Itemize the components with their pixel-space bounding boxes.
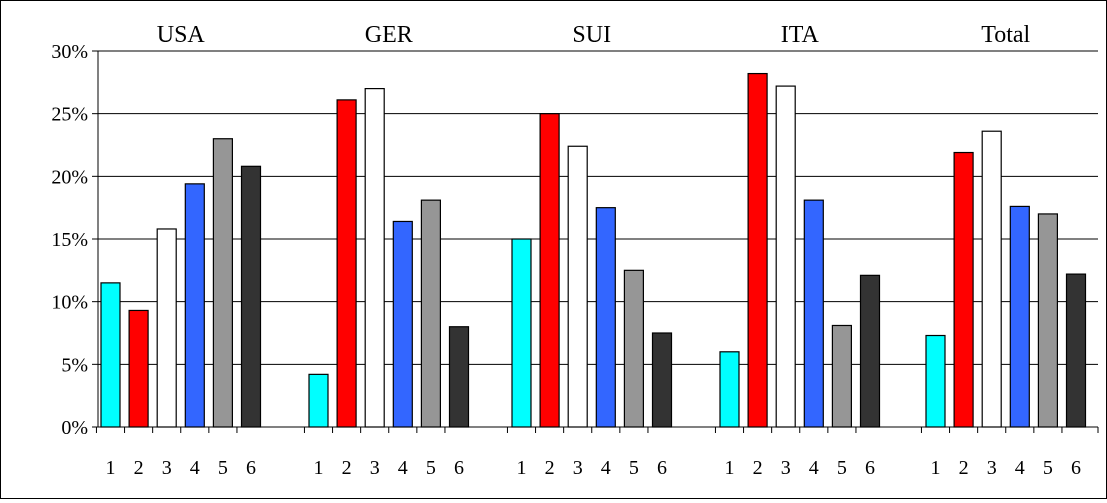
bar-ita-5 [831,324,853,428]
x-tick-label: 4 [1015,457,1025,479]
bar-sui-6 [651,332,673,428]
x-tick-label: 6 [246,457,256,479]
group-label-total: Total [981,22,1030,48]
bar-total-3 [981,130,1002,428]
bar-ita-4 [803,199,824,428]
bar-sui-4 [595,207,616,428]
bar-usa-5 [212,138,233,428]
bar-ger-2 [336,99,357,428]
bar-usa-2 [128,309,149,428]
bar-sui-2 [539,113,560,428]
x-tick-label: 3 [370,457,380,479]
bar-ita-3 [775,85,796,428]
x-tick-label: 2 [545,457,555,479]
bar-total-4 [1009,205,1030,428]
x-tick-label: 3 [781,457,791,479]
bar-ita-6 [859,274,881,428]
bar-usa-1 [100,282,121,428]
bar-usa-3 [156,228,177,428]
bar-usa-6 [240,165,262,428]
bar-ita-1 [719,351,740,428]
bar-ger-5 [420,199,441,428]
y-tick-label: 10% [51,292,88,314]
y-tick-label: 5% [61,354,88,376]
x-tick-label: 1 [106,457,116,479]
bar-total-5 [1037,213,1059,428]
y-tick-label: 15% [51,229,88,251]
x-tick-label: 5 [218,457,228,479]
x-tick-label: 6 [657,457,667,479]
bar-ger-6 [448,326,470,428]
x-tick-label: 1 [725,457,735,479]
x-tick-label: 5 [629,457,639,479]
x-tick-label: 5 [837,457,847,479]
group-label-sui: SUI [572,22,611,48]
x-tick-label: 2 [342,457,352,479]
x-tick-label: 5 [1043,457,1053,479]
bar-ita-2 [747,72,768,428]
x-tick-label: 2 [753,457,763,479]
bar-sui-1 [511,238,532,428]
bar-total-2 [953,151,974,428]
group-label-usa: USA [157,22,206,48]
bar-sui-5 [623,269,645,428]
bar-ger-4 [392,220,413,428]
bar-usa-4 [184,183,205,428]
group-label-ita: ITA [781,22,820,48]
x-tick-label: 3 [162,457,172,479]
bar-ger-1 [308,373,329,428]
y-tick-label: 0% [61,417,88,439]
y-tick-label: 25% [51,104,88,126]
group-label-ger: GER [365,22,413,48]
x-tick-label: 6 [1071,457,1081,479]
bar-ger-3 [364,87,385,428]
x-tick-label: 2 [959,457,969,479]
bar-sui-3 [567,145,588,428]
y-tick-label: 20% [51,166,88,188]
y-tick-label: 30% [51,41,88,63]
x-tick-label: 3 [573,457,583,479]
x-tick-label: 6 [454,457,464,479]
x-tick-label: 4 [398,457,408,479]
x-tick-label: 2 [134,457,144,479]
x-tick-label: 1 [314,457,324,479]
x-tick-label: 1 [517,457,527,479]
x-tick-label: 4 [809,457,819,479]
bar-total-6 [1065,273,1087,428]
x-tick-label: 1 [931,457,941,479]
bar-total-1 [925,334,946,428]
x-tick-label: 3 [987,457,997,479]
x-tick-label: 4 [601,457,611,479]
x-tick-label: 6 [865,457,875,479]
x-tick-label: 4 [190,457,200,479]
x-tick-label: 5 [426,457,436,479]
